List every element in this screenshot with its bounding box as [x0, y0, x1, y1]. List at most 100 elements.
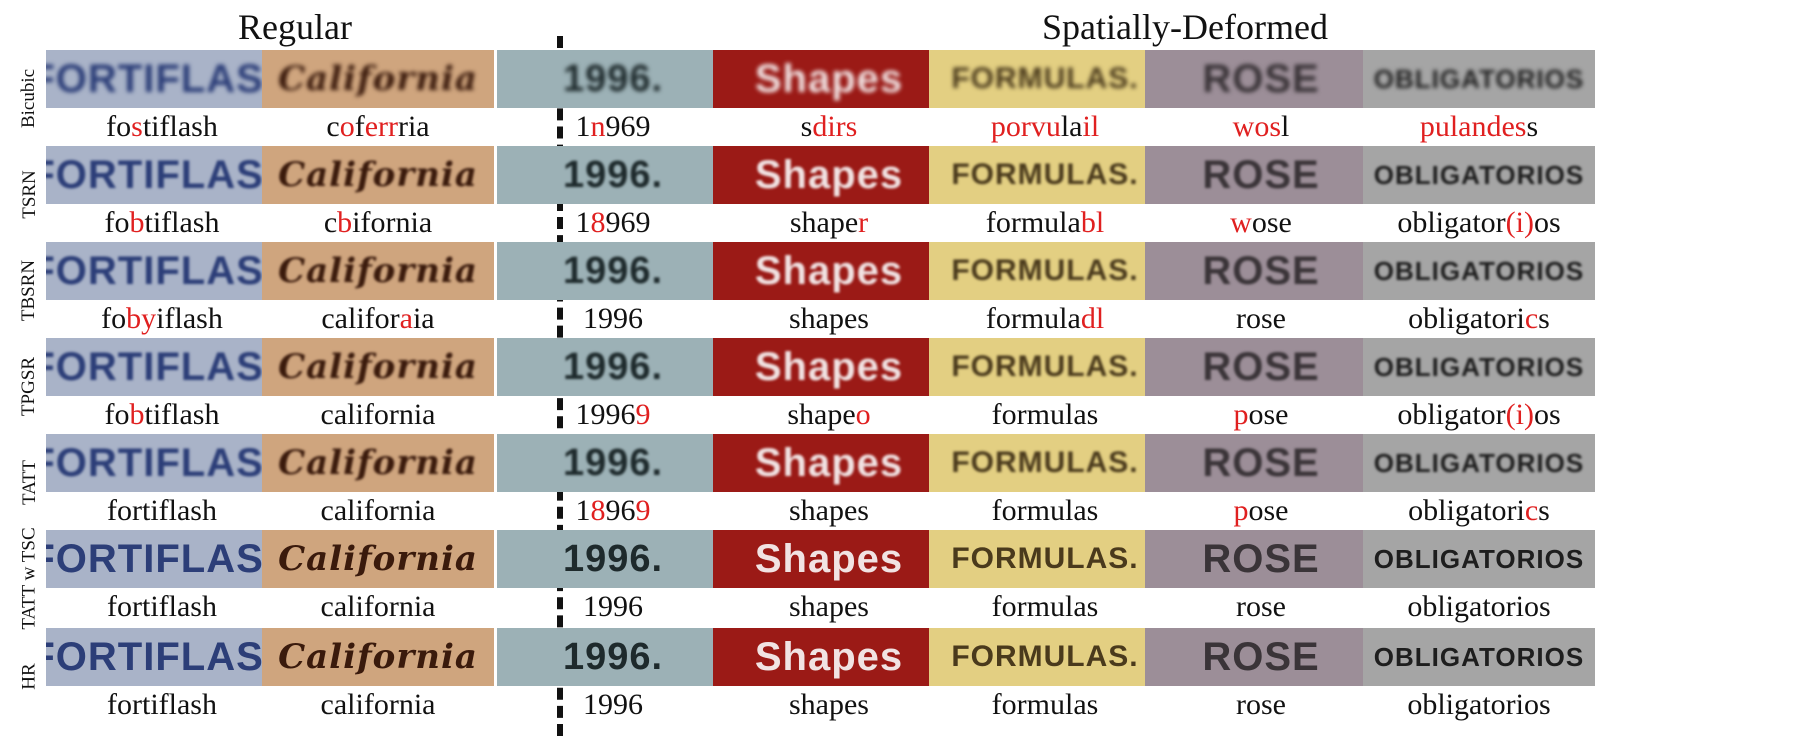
text-image-thumbnail: OBLIGATORIOS — [1363, 530, 1595, 588]
recognition-caption: cbifornia — [262, 206, 494, 240]
recognition-caption: formulas — [929, 590, 1161, 624]
caption-error-segment: w — [1230, 206, 1252, 239]
caption-segment: shapes — [789, 302, 869, 335]
caption-segment: formulas — [991, 494, 1099, 527]
recognition-caption: california — [262, 590, 494, 624]
thumbnail-word: ROSE — [1202, 536, 1320, 581]
result-cell: FORMULAS. formulas — [929, 628, 1161, 724]
recognition-caption: shapeo — [713, 398, 945, 432]
text-image-thumbnail: 1996. — [497, 146, 729, 204]
caption-segment: fo — [101, 302, 127, 335]
caption-error-segment: p — [1233, 398, 1249, 431]
caption-segment: 96 — [605, 494, 636, 527]
thumbnail-word: OBLIGATORIOS — [1373, 447, 1585, 478]
result-cell: OBLIGATORIOS obligator(i)os — [1363, 338, 1595, 434]
result-cell: Shapes shapes — [713, 530, 945, 626]
thumbnail-word: ROSE — [1202, 152, 1320, 197]
thumbnail-word: 1996. — [562, 441, 664, 484]
text-image-thumbnail: FORTIFLASH — [46, 628, 278, 686]
text-image-thumbnail: FORTIFLASH — [46, 50, 278, 108]
thumbnail-word: FORMULAS. — [951, 254, 1139, 287]
result-cell: FORTIFLASH fobtiflash — [46, 146, 278, 242]
result-cell: OBLIGATORIOS obligatorics — [1363, 434, 1595, 530]
result-cell: California california — [262, 530, 494, 626]
text-image-thumbnail: California — [262, 338, 494, 396]
caption-segment: tiflash — [144, 206, 220, 239]
text-image-thumbnail: FORTIFLASH — [46, 338, 278, 396]
caption-segment: 969 — [605, 206, 651, 239]
row-label-text: Bicubic — [18, 68, 40, 128]
recognition-caption: 19969 — [497, 398, 729, 432]
recognition-caption: fostiflash — [46, 110, 278, 144]
text-image-thumbnail: California — [262, 242, 494, 300]
result-cell: 1996. 1996 — [497, 242, 729, 338]
recognition-caption: rose — [1145, 590, 1377, 624]
caption-error-segment: by — [126, 302, 157, 335]
text-image-thumbnail: ROSE — [1145, 242, 1377, 300]
text-image-thumbnail: California — [262, 434, 494, 492]
caption-segment: rose — [1236, 302, 1286, 335]
caption-segment: formulas — [991, 688, 1099, 721]
thumbnail-word: FORTIFLASH — [46, 440, 278, 485]
caption-segment: ifornia — [352, 206, 433, 239]
caption-segment: califor — [321, 302, 400, 335]
caption-segment: formula — [985, 206, 1081, 239]
caption-error-segment: err — [364, 110, 398, 143]
row-label-text: TPGSR — [18, 356, 40, 416]
result-cell: OBLIGATORIOS obligator(i)os — [1363, 146, 1595, 242]
caption-segment: fortiflash — [107, 688, 217, 721]
thumbnail-word: OBLIGATORIOS — [1373, 255, 1585, 286]
result-cell: 1996. 18969 — [497, 146, 729, 242]
thumbnail-word: 1996. — [562, 537, 664, 580]
text-image-thumbnail: 1996. — [497, 434, 729, 492]
recognition-caption: obligator(i)os — [1363, 206, 1595, 240]
caption-segment: s — [1526, 110, 1539, 143]
caption-segment: c — [323, 206, 338, 239]
text-image-thumbnail: ROSE — [1145, 146, 1377, 204]
text-image-thumbnail: FORTIFLASH — [46, 530, 278, 588]
caption-segment: obligator — [1397, 398, 1506, 431]
thumbnail-word: 1996. — [562, 249, 664, 292]
thumbnail-word: 1996. — [562, 345, 664, 388]
recognition-caption: 1996 — [497, 302, 729, 336]
result-cell: California cbifornia — [262, 146, 494, 242]
caption-segment: shape — [787, 398, 856, 431]
text-image-thumbnail: OBLIGATORIOS — [1363, 146, 1595, 204]
header-spatially-deformed: Spatially-Deformed — [1042, 7, 1328, 47]
text-image-thumbnail: FORTIFLASH — [46, 242, 278, 300]
caption-segment: california — [320, 590, 436, 623]
thumbnail-word: ROSE — [1202, 56, 1320, 101]
thumbnail-word: 1996. — [562, 153, 664, 196]
result-cell: FORMULAS. formulas — [929, 434, 1161, 530]
caption-error-segment: b — [129, 206, 145, 239]
caption-segment: california — [320, 398, 436, 431]
caption-segment: formula — [985, 302, 1081, 335]
result-cell: ROSE rose — [1145, 628, 1377, 724]
text-image-thumbnail: FORTIFLASH — [46, 146, 278, 204]
caption-error-segment: a — [399, 302, 413, 335]
thumbnail-word: FORMULAS. — [951, 446, 1139, 479]
caption-error-segment: 8 — [590, 206, 606, 239]
recognition-caption: 18969 — [497, 494, 729, 528]
recognition-caption: california — [262, 688, 494, 722]
result-cell: California california — [262, 338, 494, 434]
caption-segment: os — [1533, 206, 1561, 239]
caption-error-segment: o — [339, 110, 355, 143]
result-cell: 1996. 1996 — [497, 530, 729, 626]
thumbnail-word: California — [278, 59, 478, 99]
result-cell: FORMULAS. formulas — [929, 530, 1161, 626]
caption-segment: obligatori — [1408, 302, 1525, 335]
recognition-caption: shapes — [713, 590, 945, 624]
caption-segment: la — [1060, 110, 1083, 143]
caption-segment: fortiflash — [107, 494, 217, 527]
caption-segment: 1996 — [583, 590, 643, 623]
result-cell: California california — [262, 628, 494, 724]
result-cell: California califoraia — [262, 242, 494, 338]
caption-error-segment: b — [129, 398, 145, 431]
result-cell: OBLIGATORIOS obligatorios — [1363, 628, 1595, 724]
result-cell: FORTIFLASH fostiflash — [46, 50, 278, 146]
caption-segment: s — [1538, 494, 1550, 527]
thumbnail-word: California — [278, 539, 478, 579]
recognition-caption: porvulail — [929, 110, 1161, 144]
caption-segment: ose — [1251, 206, 1292, 239]
